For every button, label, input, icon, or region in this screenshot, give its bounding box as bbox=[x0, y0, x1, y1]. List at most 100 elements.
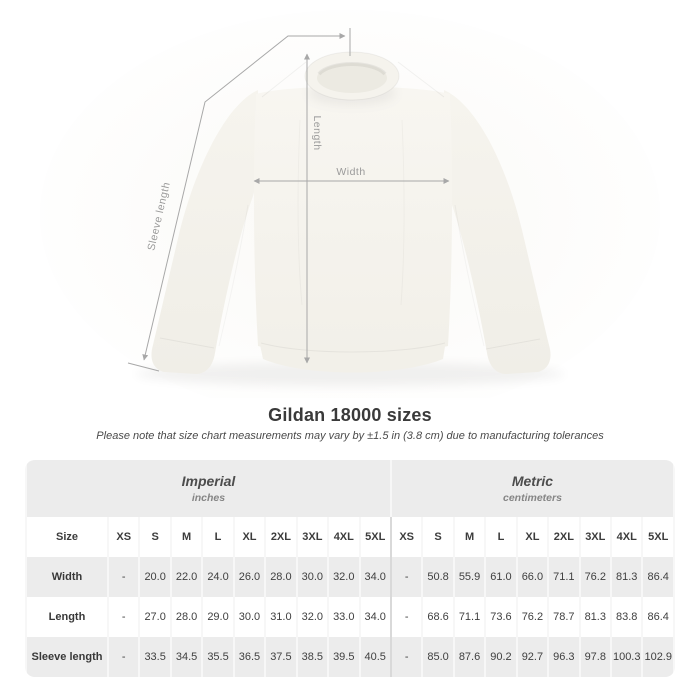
metric-value: 76.2 bbox=[517, 597, 548, 637]
metric-value: 92.7 bbox=[517, 637, 548, 677]
unit-group-sublabel: centimeters bbox=[502, 492, 562, 504]
metric-value: 96.3 bbox=[549, 637, 579, 677]
imperial-value: 29.0 bbox=[203, 597, 233, 637]
imperial-value: 33.5 bbox=[140, 637, 170, 677]
metric-value: 78.7 bbox=[549, 597, 579, 637]
metric-value: - bbox=[391, 637, 422, 677]
imperial-value: 30.0 bbox=[234, 597, 265, 637]
metric-value: 50.8 bbox=[423, 557, 453, 597]
imperial-value: 38.5 bbox=[297, 637, 328, 677]
imperial-value: 30.0 bbox=[297, 557, 328, 597]
metric-value: 81.3 bbox=[612, 557, 642, 597]
right-sleeve bbox=[444, 90, 551, 374]
metric-value: - bbox=[391, 597, 422, 637]
size-column-header: XS bbox=[109, 517, 139, 557]
size-column-header: XS bbox=[391, 517, 422, 557]
unit-group-header: Imperial inches bbox=[27, 460, 390, 517]
metric-value: 86.4 bbox=[643, 597, 673, 637]
product-photo: Length Width Sleeve length bbox=[40, 10, 660, 420]
ground-shadow bbox=[135, 362, 565, 386]
imperial-value: 27.0 bbox=[140, 597, 170, 637]
metric-value: - bbox=[391, 557, 422, 597]
metric-value: 86.4 bbox=[643, 557, 673, 597]
cuff-tick bbox=[127, 362, 160, 372]
imperial-value: 39.5 bbox=[329, 637, 359, 677]
metric-value: 87.6 bbox=[454, 637, 485, 677]
size-corner-header: Size bbox=[27, 517, 107, 557]
metric-value: 76.2 bbox=[580, 557, 610, 597]
size-column-header: XL bbox=[234, 517, 265, 557]
metric-value: 61.0 bbox=[486, 557, 516, 597]
size-column-header: L bbox=[203, 517, 233, 557]
size-column-header: L bbox=[486, 517, 516, 557]
imperial-value: - bbox=[109, 637, 139, 677]
imperial-value: 35.5 bbox=[203, 637, 233, 677]
imperial-value: 33.0 bbox=[329, 597, 359, 637]
metric-value: 85.0 bbox=[423, 637, 453, 677]
tolerance-note: Please note that size chart measurements… bbox=[96, 430, 604, 442]
imperial-value: 28.0 bbox=[266, 557, 296, 597]
sleeve-dimension-line bbox=[142, 33, 346, 361]
size-column-header: 5XL bbox=[643, 517, 673, 557]
size-header-row: Size XS S M L XL 2XL 3XL 4XL 5XL XS S M L XL 2XL 3XL 4XL 5… bbox=[27, 517, 673, 557]
measurement-row: Length -27.0 28.0 29.0 30.0 31.0 32.0 33.0 34.0-… bbox=[27, 597, 673, 637]
imperial-value: 24.0 bbox=[203, 557, 233, 597]
imperial-value: 36.5 bbox=[234, 637, 265, 677]
size-column-header: S bbox=[140, 517, 170, 557]
size-column-header: S bbox=[423, 517, 453, 557]
width-label: Width bbox=[336, 166, 365, 178]
imperial-value: 22.0 bbox=[171, 557, 202, 597]
imperial-value: 20.0 bbox=[140, 557, 170, 597]
metric-value: 66.0 bbox=[517, 557, 548, 597]
size-column-header: 4XL bbox=[612, 517, 642, 557]
metric-value: 102.9 bbox=[643, 637, 673, 677]
imperial-value: 37.5 bbox=[266, 637, 296, 677]
body bbox=[253, 86, 453, 355]
imperial-value: 32.0 bbox=[329, 557, 359, 597]
length-label: Length bbox=[311, 115, 323, 150]
unit-group-header: Metric centimeters bbox=[391, 460, 673, 517]
size-column-header: 2XL bbox=[549, 517, 579, 557]
units-header-row: Imperial inches Metric centimeters bbox=[27, 460, 673, 517]
measurement-label: Width bbox=[27, 557, 107, 597]
imperial-value: 40.5 bbox=[360, 637, 390, 677]
imperial-value: 28.0 bbox=[171, 597, 202, 637]
measurement-label: Length bbox=[27, 597, 107, 637]
measurement-row: Sleeve length -33.5 34.5 35.5 36.5 37.5 38.5 39… bbox=[27, 637, 673, 677]
imperial-value: 31.0 bbox=[266, 597, 296, 637]
measurement-label: Sleeve length bbox=[27, 637, 107, 677]
unit-group-sublabel: inches bbox=[191, 492, 226, 504]
metric-value: 81.3 bbox=[580, 597, 610, 637]
page-title: Gildan 18000 sizes bbox=[268, 405, 432, 425]
unit-group-label: Metric bbox=[511, 473, 554, 489]
dimension-lines bbox=[127, 28, 450, 372]
size-column-header: 5XL bbox=[360, 517, 390, 557]
imperial-value: 26.0 bbox=[234, 557, 265, 597]
size-column-header: 3XL bbox=[297, 517, 328, 557]
imperial-value: 34.5 bbox=[171, 637, 202, 677]
imperial-value: - bbox=[109, 597, 139, 637]
metric-value: 83.8 bbox=[612, 597, 642, 637]
size-column-header: 4XL bbox=[329, 517, 359, 557]
size-table: Imperial inches Metric centimeters Size XS S M L… bbox=[25, 460, 675, 677]
metric-value: 68.6 bbox=[423, 597, 453, 637]
size-column-header: XL bbox=[517, 517, 548, 557]
imperial-value: 34.0 bbox=[360, 557, 390, 597]
metric-value: 55.9 bbox=[454, 557, 485, 597]
measurement-row: Width -20.0 22.0 24.0 26.0 28.0 30.0 32.0 34.0-5… bbox=[27, 557, 673, 597]
imperial-value: 34.0 bbox=[360, 597, 390, 637]
sweatshirt-illustration: Length Width Sleeve length bbox=[40, 10, 660, 420]
size-column-header: 2XL bbox=[266, 517, 296, 557]
metric-value: 97.8 bbox=[580, 637, 610, 677]
metric-value: 100.3 bbox=[612, 637, 642, 677]
imperial-value: - bbox=[109, 557, 139, 597]
metric-value: 71.1 bbox=[454, 597, 485, 637]
size-column-header: M bbox=[171, 517, 202, 557]
metric-value: 73.6 bbox=[486, 597, 516, 637]
size-column-header: 3XL bbox=[580, 517, 610, 557]
size-table-el: Imperial inches Metric centimeters Size XS S M L… bbox=[25, 460, 675, 677]
imperial-value: 32.0 bbox=[297, 597, 328, 637]
metric-value: 90.2 bbox=[486, 637, 516, 677]
metric-value: 71.1 bbox=[549, 557, 579, 597]
size-column-header: M bbox=[454, 517, 485, 557]
